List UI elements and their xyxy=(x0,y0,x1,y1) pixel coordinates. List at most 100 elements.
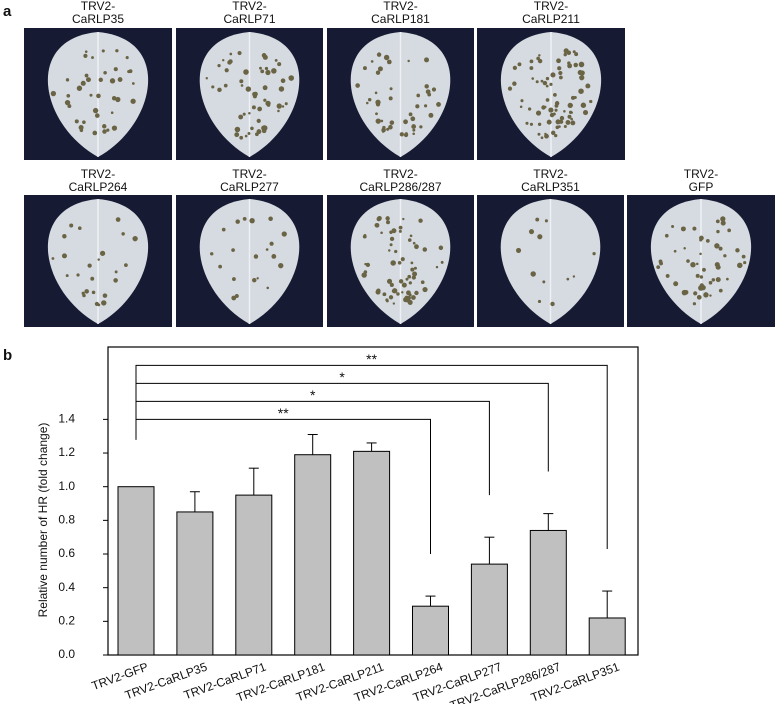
hr-spot xyxy=(237,50,242,56)
hr-spot xyxy=(573,62,578,68)
hr-spot xyxy=(559,75,563,80)
hr-spot xyxy=(366,101,369,105)
hr-spot xyxy=(228,59,233,64)
hr-spot xyxy=(699,238,703,242)
hr-spot xyxy=(412,132,415,136)
hr-spot xyxy=(98,77,103,83)
hr-spot xyxy=(572,50,576,54)
hr-spot xyxy=(673,281,679,287)
leaf-photo xyxy=(24,28,172,160)
photo-label: CaRLP71 xyxy=(223,12,275,26)
hr-spot xyxy=(541,105,546,110)
hr-spot xyxy=(548,107,554,113)
hr-spot xyxy=(418,218,423,223)
hr-spot xyxy=(231,295,237,301)
leaf-photo xyxy=(627,195,775,327)
hr-spot xyxy=(578,88,584,94)
hr-spot xyxy=(278,263,284,269)
hr-spot xyxy=(380,119,384,123)
hr-spot xyxy=(403,132,409,138)
hr-spot xyxy=(573,96,577,100)
hr-spot xyxy=(248,111,251,115)
hr-spot xyxy=(86,77,91,83)
hr-spot xyxy=(253,91,258,97)
hr-spot xyxy=(365,262,371,268)
hr-spot xyxy=(361,272,367,278)
hr-spot xyxy=(579,70,585,76)
hr-spot xyxy=(413,266,417,270)
hr-spot xyxy=(743,260,747,265)
hr-spot xyxy=(699,275,704,279)
hr-spot xyxy=(399,132,404,137)
hr-spot xyxy=(96,93,101,99)
hr-spot xyxy=(658,259,663,264)
photo-label: CaRLP181 xyxy=(371,12,430,26)
hr-spot xyxy=(253,254,259,259)
hr-spot xyxy=(97,303,101,307)
hr-spot xyxy=(692,226,697,231)
hr-spot xyxy=(274,58,278,62)
hr-spot xyxy=(265,248,269,251)
hr-spot xyxy=(410,267,415,272)
hr-spot xyxy=(535,80,539,84)
y-axis-label: Relative number of HR (fold change) xyxy=(36,423,50,618)
bar xyxy=(470,563,508,656)
hr-spot xyxy=(435,265,439,269)
hr-spot xyxy=(99,250,106,256)
hr-spot xyxy=(229,52,233,56)
leaf-photo xyxy=(176,28,323,160)
hr-spot xyxy=(665,273,670,278)
hr-spot xyxy=(276,103,282,109)
hr-spot xyxy=(527,107,532,111)
hr-spot xyxy=(530,271,536,277)
hr-spot xyxy=(234,132,240,138)
hr-spot xyxy=(218,264,223,269)
hr-spot xyxy=(565,120,571,125)
bar xyxy=(176,511,214,656)
hr-spot xyxy=(407,238,412,242)
hr-spot xyxy=(408,281,412,285)
bar xyxy=(235,494,273,656)
hr-spot xyxy=(574,52,579,57)
hr-spot xyxy=(735,248,740,253)
hr-spot xyxy=(62,234,67,239)
hr-spot xyxy=(115,49,119,53)
hr-spot xyxy=(362,66,367,71)
hr-spot xyxy=(557,125,561,129)
hr-spot xyxy=(374,91,378,95)
hr-spot xyxy=(388,124,393,130)
hr-spot xyxy=(64,99,71,106)
hr-spot xyxy=(390,260,396,266)
bar xyxy=(117,486,155,656)
y-tick-label: 1.4 xyxy=(58,412,75,426)
hr-spot xyxy=(113,67,118,72)
hr-spot xyxy=(268,216,273,222)
hr-spot xyxy=(440,260,444,264)
hr-spot xyxy=(355,83,360,88)
panel-label: b xyxy=(3,347,12,364)
hr-spot xyxy=(87,263,92,268)
hr-spot xyxy=(111,96,117,101)
hr-spot xyxy=(579,75,585,81)
hr-spot xyxy=(431,87,437,92)
hr-spot xyxy=(690,261,696,268)
hr-spot xyxy=(559,119,564,124)
hr-spot xyxy=(97,258,100,261)
hr-spot xyxy=(550,301,555,307)
hr-spot xyxy=(252,277,257,283)
hr-spot xyxy=(585,83,591,89)
hr-spot xyxy=(125,56,129,60)
hr-spot xyxy=(412,241,416,245)
hr-spot xyxy=(262,54,268,60)
hr-spot xyxy=(278,86,285,92)
hr-spot xyxy=(249,218,255,224)
hr-spot xyxy=(550,72,556,78)
hr-spot xyxy=(256,277,259,280)
hr-spot xyxy=(400,257,405,262)
hr-spot xyxy=(700,285,706,291)
hr-spot xyxy=(567,114,572,119)
hr-spot xyxy=(410,261,414,265)
hr-spot xyxy=(84,289,89,294)
hr-spot xyxy=(114,270,118,274)
hr-spot xyxy=(375,112,378,116)
